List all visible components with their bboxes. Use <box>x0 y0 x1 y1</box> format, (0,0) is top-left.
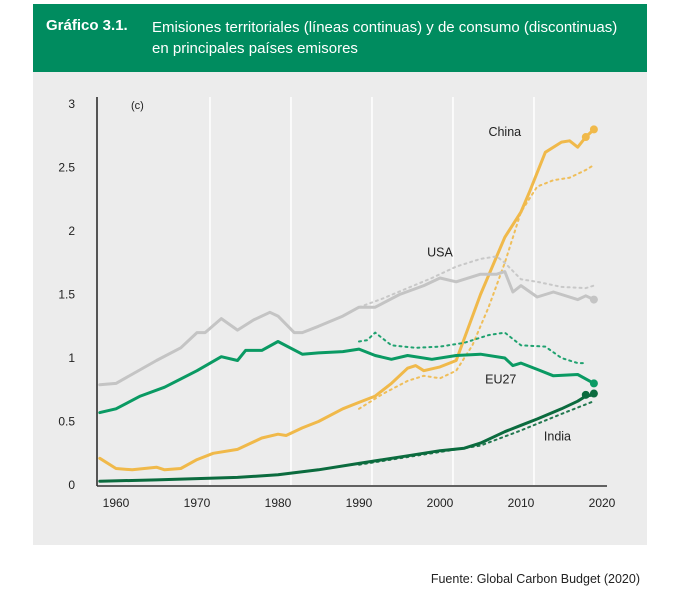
y-tick-label: 0.5 <box>58 415 75 429</box>
y-tick-label: 3 <box>68 97 75 111</box>
y-tick-label: 2 <box>68 224 75 238</box>
series-line-eu27-consumo <box>358 331 587 365</box>
source-note: Fuente: Global Carbon Budget (2020) <box>430 572 640 586</box>
series-label-usa: USA <box>427 245 453 259</box>
series-label-eu27: EU27 <box>485 372 516 386</box>
end-point-china <box>581 133 590 142</box>
end-point-india <box>581 390 590 399</box>
y-tick-label: 1 <box>68 351 75 365</box>
end-point-usa <box>589 295 598 304</box>
series-line-usa-consumo <box>358 255 595 309</box>
series-line-eu27-territorial <box>98 340 596 415</box>
x-tick-label: 1980 <box>265 496 292 510</box>
panel-label: (c) <box>131 100 144 112</box>
series-label-india: India <box>544 430 571 444</box>
y-tick-label: 2.5 <box>58 161 75 175</box>
x-tick-label: 2020 <box>589 496 616 510</box>
series-line-india-consumo <box>358 400 595 466</box>
chart-header: Gráfico 3.1. Emisiones territoriales (lí… <box>33 4 647 72</box>
series-label-china: China <box>488 125 521 139</box>
x-tick-label: 2000 <box>427 496 454 510</box>
y-tick-label: 1.5 <box>58 288 75 302</box>
x-tick-label: 1970 <box>184 496 211 510</box>
end-point-china <box>589 125 598 134</box>
series-line-usa-territorial <box>98 270 596 387</box>
x-tick-label: 1960 <box>103 496 130 510</box>
chart-number: Gráfico 3.1. <box>46 17 128 34</box>
y-tick-label: 0 <box>68 478 75 492</box>
x-tick-label: 2010 <box>508 496 535 510</box>
end-point-india <box>589 389 598 398</box>
chart-title: Emisiones territoriales (líneas continua… <box>152 19 618 57</box>
series-line-india-territorial <box>98 393 596 483</box>
end-point-eu27 <box>589 379 598 388</box>
series-line-china-consumo <box>358 164 595 410</box>
x-tick-label: 1990 <box>346 496 373 510</box>
series-line-china-territorial <box>98 127 596 472</box>
